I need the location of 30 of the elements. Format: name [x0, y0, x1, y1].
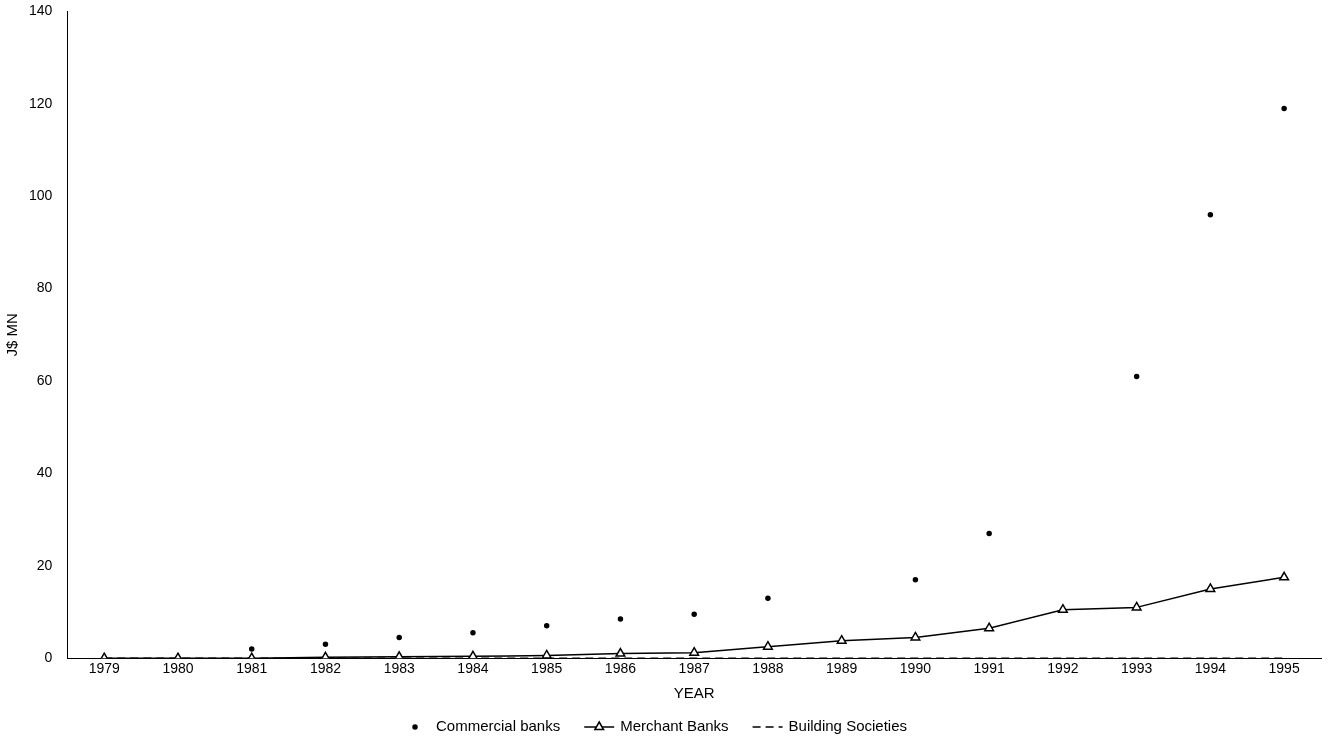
x-axis-title: YEAR — [673, 684, 715, 702]
x-tick-label: 1995 — [1268, 660, 1300, 677]
x-tick-label: 1981 — [236, 660, 268, 677]
y-tick-label: 60 — [36, 371, 53, 388]
x-tick-label: 1985 — [531, 660, 563, 677]
y-tick-label: 0 — [44, 649, 53, 666]
y-tick-label: 140 — [29, 2, 53, 19]
x-tick-label: 1994 — [1194, 660, 1227, 677]
x-tick-label: 1990 — [899, 660, 932, 677]
x-tick-label: 1979 — [88, 660, 121, 677]
y-tick-label: 80 — [36, 279, 53, 296]
x-tick-label: 1986 — [604, 660, 637, 677]
x-tick-label: 1987 — [678, 660, 710, 677]
y-axis-title: J$ MN — [3, 313, 21, 357]
y-tick-label: 20 — [36, 556, 53, 573]
x-tick-label: 1989 — [826, 660, 858, 677]
legend-label: Building Societies — [788, 717, 907, 735]
legend-label: Commercial banks — [436, 717, 561, 735]
x-tick-label: 1983 — [383, 660, 415, 677]
x-tick-label: 1992 — [1047, 660, 1079, 677]
legend-label: Merchant Banks — [620, 717, 729, 735]
x-tick-label: 1984 — [457, 660, 489, 677]
x-tick-label: 1982 — [309, 660, 342, 677]
x-tick-label: 1980 — [162, 660, 194, 677]
x-tick-label: 1988 — [752, 660, 784, 677]
x-tick-label: 1991 — [973, 660, 1005, 677]
y-tick-label: 100 — [29, 187, 53, 204]
y-tick-label: 40 — [36, 464, 53, 481]
x-tick-label: 1993 — [1121, 660, 1153, 677]
y-tick-label: 120 — [29, 94, 53, 111]
